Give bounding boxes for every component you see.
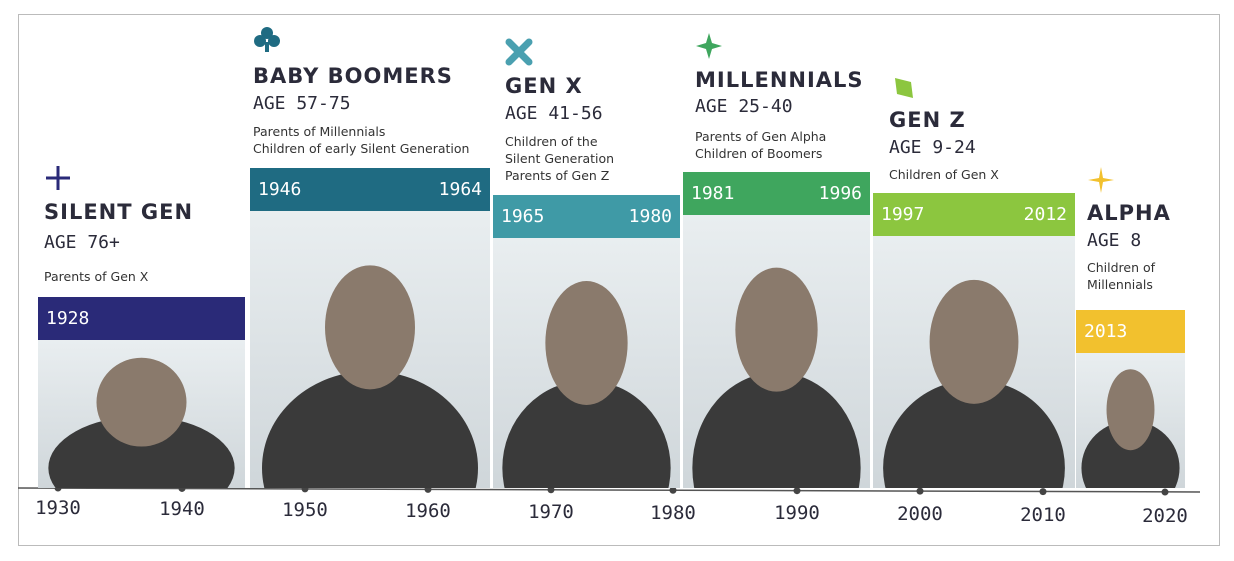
generation-icon (695, 32, 723, 60)
tick-label: 2020 (1142, 505, 1188, 527)
portrait (493, 238, 680, 488)
end-year: 2012 (1024, 204, 1067, 225)
generation-description: Children of (1087, 259, 1155, 276)
portrait (38, 340, 245, 488)
year-bar: 1946 1964 (250, 168, 490, 211)
generation-name: GEN X (505, 74, 583, 98)
tick-label: 1960 (405, 500, 451, 522)
icon-shape (889, 74, 917, 102)
icon-shape (695, 32, 723, 60)
generation-description: Millennials (1087, 276, 1153, 293)
tick-label: 1990 (774, 502, 820, 524)
start-year: 1946 (258, 179, 301, 200)
tick-label: 1980 (650, 502, 696, 524)
silhouette (250, 211, 490, 488)
generation-name: BABY BOOMERS (253, 64, 453, 88)
start-year: 1997 (881, 204, 924, 225)
timeline-axis (18, 488, 1200, 492)
portrait (1076, 353, 1185, 488)
generation-icon (1087, 166, 1115, 194)
generation-age: AGE 76+ (44, 232, 120, 253)
tick-dot (917, 488, 924, 495)
tick-label: 2000 (897, 503, 943, 525)
generation-name: ALPHA (1087, 201, 1171, 225)
portrait (250, 211, 490, 488)
generation-description: Parents of Gen Z (505, 167, 609, 184)
generation-age: AGE 8 (1087, 230, 1141, 251)
generation-description: Parents of Gen Alpha (695, 128, 826, 145)
tick-label: 1950 (282, 499, 328, 521)
year-bar: 1997 2012 (873, 193, 1075, 236)
silhouette (1076, 353, 1185, 488)
generation-name: SILENT GEN (44, 200, 193, 224)
icon-shape (253, 26, 281, 54)
icon-shape (505, 38, 533, 66)
generation-icon (253, 26, 281, 54)
year-bar: 1965 1980 (493, 195, 680, 238)
start-year: 2013 (1084, 321, 1127, 342)
generation-age: AGE 41-56 (505, 103, 603, 124)
silhouette (38, 340, 245, 488)
start-year: 1965 (501, 206, 544, 227)
generation-icon (44, 164, 72, 192)
start-year: 1928 (46, 308, 89, 329)
silhouette (493, 238, 680, 488)
generation-name: MILLENNIALS (695, 68, 864, 92)
silhouette (873, 236, 1075, 488)
generation-description: Silent Generation (505, 150, 614, 167)
icon-shape (44, 164, 72, 192)
generation-description: Children of the (505, 133, 598, 150)
tick-dot (1162, 489, 1169, 496)
generation-description: Children of Gen X (889, 166, 999, 183)
end-year: 1996 (819, 183, 862, 204)
icon-shape (1087, 166, 1115, 194)
portrait (683, 215, 870, 488)
portrait (873, 236, 1075, 488)
year-bar: 2013 (1076, 310, 1185, 353)
generation-description: Children of Boomers (695, 145, 822, 162)
generation-description: Parents of Millennials (253, 123, 385, 140)
generation-icon (505, 38, 533, 66)
generation-description: Children of early Silent Generation (253, 140, 469, 157)
tick-dot (794, 487, 801, 494)
tick-label: 1930 (35, 497, 81, 519)
silhouette (683, 215, 870, 488)
generation-description: Parents of Gen X (44, 268, 148, 285)
end-year: 1964 (439, 179, 482, 200)
tick-label: 1940 (159, 498, 205, 520)
generation-age: AGE 25-40 (695, 96, 793, 117)
end-year: 1980 (629, 206, 672, 227)
tick-label: 1970 (528, 501, 574, 523)
tick-label: 2010 (1020, 504, 1066, 526)
generation-age: AGE 57-75 (253, 93, 351, 114)
tick-dot (1040, 488, 1047, 495)
year-bar: 1928 (38, 297, 245, 340)
generation-age: AGE 9-24 (889, 137, 976, 158)
year-bar: 1981 1996 (683, 172, 870, 215)
start-year: 1981 (691, 183, 734, 204)
generation-icon (889, 74, 917, 102)
generation-name: GEN Z (889, 108, 966, 132)
infographic: SILENT GEN AGE 76+ Parents of Gen X 1928 BA… (0, 0, 1234, 561)
